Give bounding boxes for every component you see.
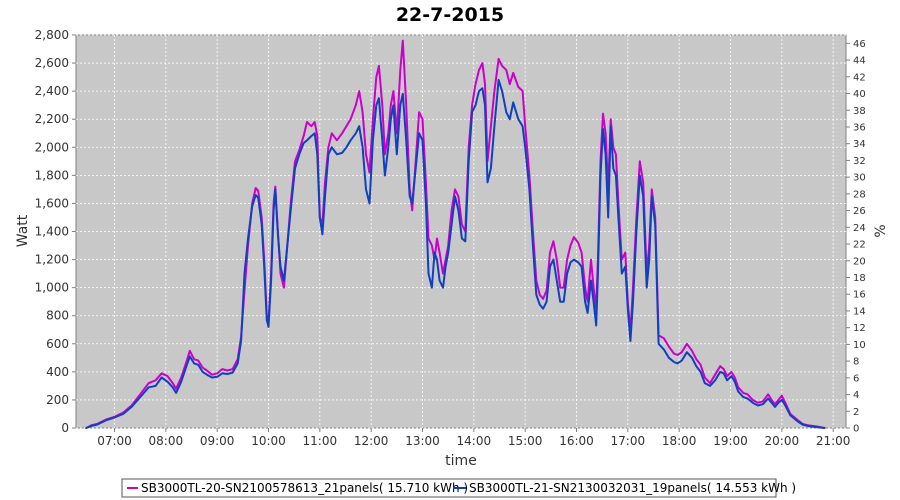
y-tick-label-14: 2,800 xyxy=(35,28,69,42)
y-right-tick-label-13: 26 xyxy=(853,206,866,217)
x-tick-label-7: 14:00 xyxy=(457,434,492,448)
legend: SB3000TL-20-SN2100578613_21panels( 15.71… xyxy=(121,478,796,498)
x-tick-label-1: 08:00 xyxy=(149,434,184,448)
x-tick-label-9: 16:00 xyxy=(559,434,594,448)
y-axis-label: Watt xyxy=(15,214,31,247)
y-tick-label-2: 400 xyxy=(46,365,69,379)
y-right-tick-label-12: 24 xyxy=(853,223,866,234)
x-tick-label-14: 21:00 xyxy=(816,434,851,448)
y-tick-label-10: 2,000 xyxy=(35,140,69,154)
x-tick-label-8: 15:00 xyxy=(508,434,543,448)
x-tick-label-13: 20:00 xyxy=(765,434,800,448)
y-right-tick-label-21: 42 xyxy=(853,72,866,83)
legend-label-0: SB3000TL-20-SN2100578613_21panels( 15.71… xyxy=(141,481,468,495)
x-axis: 07:00 08:00 09:00 10:00 11:00 12:00 13:00 14:00… xyxy=(97,428,850,448)
y-right-tick-label-20: 40 xyxy=(853,89,866,100)
y-right-tick-label-2: 4 xyxy=(853,390,859,401)
y-tick-label-1: 200 xyxy=(46,393,69,407)
y-right-tick-label-18: 36 xyxy=(853,122,866,133)
y-tick-label-13: 2,600 xyxy=(35,56,69,70)
y-right-tick-label-16: 32 xyxy=(853,156,866,167)
x-tick-label-0: 07:00 xyxy=(97,434,132,448)
y-tick-label-0: 0 xyxy=(61,421,69,435)
y-right-tick-label-7: 14 xyxy=(853,306,866,317)
y-right-tick-label-14: 28 xyxy=(853,189,866,200)
x-tick-label-5: 12:00 xyxy=(354,434,389,448)
y-right-tick-label-10: 20 xyxy=(853,256,866,267)
y-tick-label-6: 1,200 xyxy=(35,253,69,267)
y-right-tick-label-19: 38 xyxy=(853,106,866,117)
y-tick-label-9: 1,800 xyxy=(35,168,69,182)
y-axis-right-label: % xyxy=(873,224,889,237)
y-tick-label-8: 1,600 xyxy=(35,196,69,210)
y-axis-left: 0 200 400 600 800 1,000 1,200 1,400 1,600 1,800 2,… xyxy=(35,28,76,435)
y-right-tick-label-23: 46 xyxy=(853,39,866,50)
x-tick-label-6: 13:00 xyxy=(405,434,440,448)
legend-box xyxy=(121,478,777,498)
y-right-tick-label-17: 34 xyxy=(853,139,866,150)
x-tick-label-3: 10:00 xyxy=(251,434,286,448)
y-right-tick-label-3: 6 xyxy=(853,373,859,384)
y-right-tick-label-9: 18 xyxy=(853,273,866,284)
y-tick-label-11: 2,200 xyxy=(35,112,69,126)
x-tick-label-10: 17:00 xyxy=(611,434,646,448)
x-tick-label-12: 19:00 xyxy=(713,434,748,448)
legend-label-1: SB3000TL-21-SN2130032031_19panels( 14.55… xyxy=(469,481,796,495)
chart-title: 22-7-2015 xyxy=(396,4,504,26)
y-right-tick-label-11: 22 xyxy=(853,240,866,251)
y-right-tick-label-5: 10 xyxy=(853,340,866,351)
y-right-tick-label-15: 30 xyxy=(853,173,866,184)
x-tick-label-2: 09:00 xyxy=(200,434,235,448)
series-lines xyxy=(85,39,826,429)
y-right-tick-label-1: 2 xyxy=(853,407,859,418)
y-tick-label-5: 1,000 xyxy=(35,281,69,295)
y-tick-label-12: 2,400 xyxy=(35,84,69,98)
x-tick-label-11: 18:00 xyxy=(662,434,697,448)
y-right-tick-label-6: 12 xyxy=(853,323,866,334)
x-axis-label: time xyxy=(445,453,477,469)
y-tick-label-4: 800 xyxy=(46,309,69,323)
y-right-tick-label-4: 8 xyxy=(853,357,859,368)
y-tick-label-7: 1,400 xyxy=(35,225,69,239)
y-axis-right: 0246810121416182022242628303234363840424… xyxy=(846,39,866,435)
y-right-tick-label-0: 0 xyxy=(853,424,859,435)
x-tick-label-4: 11:00 xyxy=(303,434,338,448)
y-tick-label-3: 600 xyxy=(46,337,69,351)
series-line-1 xyxy=(85,78,826,429)
y-right-tick-label-8: 16 xyxy=(853,290,866,301)
y-right-tick-label-22: 44 xyxy=(853,56,866,67)
